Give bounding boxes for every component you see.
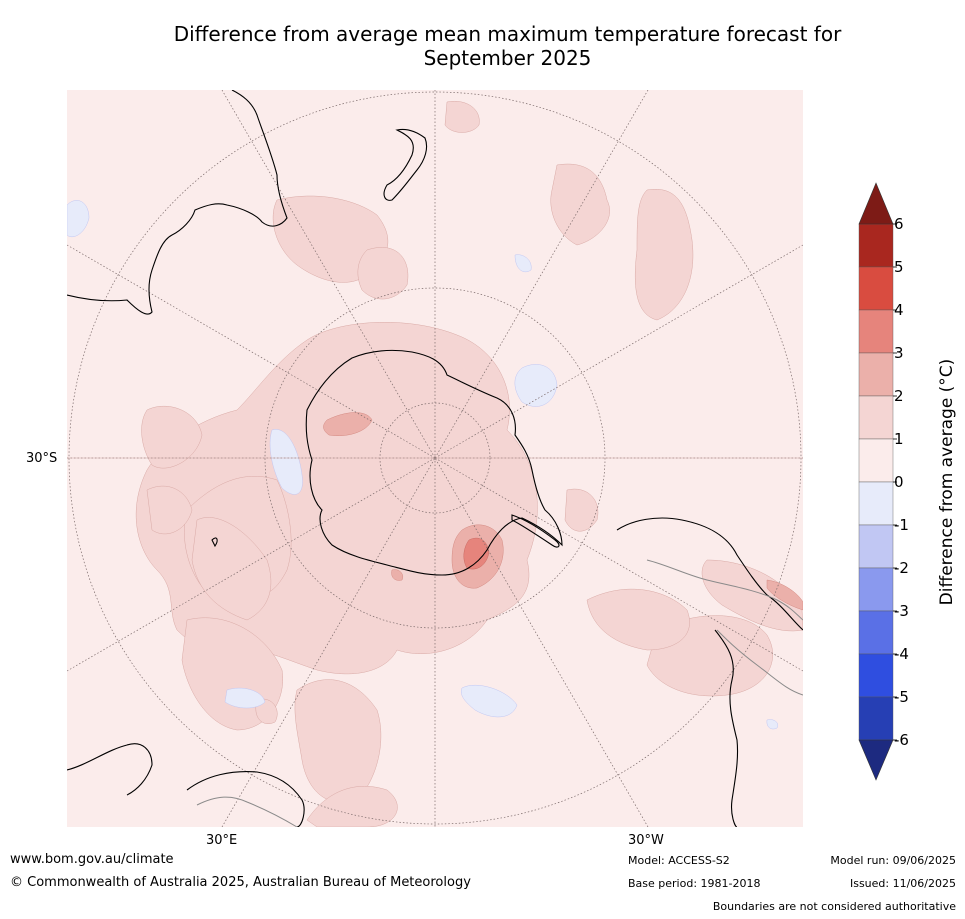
antarctica-coastline bbox=[305, 349, 563, 576]
colorbar-bottom-arrow bbox=[858, 739, 894, 781]
colorbar-tick-label: -1 bbox=[894, 516, 909, 534]
colorbar-segment bbox=[858, 266, 894, 311]
colorbar-tick-label: 0 bbox=[894, 473, 904, 491]
colorbar-tick-label: -5 bbox=[894, 688, 909, 706]
footer-disclaimer: Boundaries are not considered authoritat… bbox=[712, 900, 956, 913]
colorbar-segment bbox=[858, 352, 894, 397]
lon-label-30w: 30°W bbox=[628, 833, 664, 848]
title-line-2: September 2025 bbox=[423, 46, 592, 70]
colorbar-tick-label: -3 bbox=[894, 602, 909, 620]
colorbar-tick-label: -2 bbox=[894, 559, 909, 577]
colorbar-tick-label: 2 bbox=[894, 387, 904, 405]
footer-model: Model: ACCESS-S2 bbox=[628, 854, 730, 867]
colorbar-segment bbox=[858, 610, 894, 655]
colorbar-segment bbox=[858, 481, 894, 526]
colorbar-segments bbox=[858, 223, 894, 741]
footer-base-period: Base period: 1981-2018 bbox=[628, 877, 761, 890]
anomaly-3-to-4-regions bbox=[463, 537, 490, 570]
colorbar-tick-label: 1 bbox=[894, 430, 904, 448]
madagascar-coastline bbox=[211, 537, 218, 548]
chart-title: Difference from average mean maximum tem… bbox=[0, 22, 965, 70]
colorbar-segment bbox=[858, 567, 894, 612]
colorbar-tick-label: 6 bbox=[894, 215, 904, 233]
colorbar-tick-label: -6 bbox=[894, 731, 909, 749]
footer-website: www.bom.gov.au/climate bbox=[10, 852, 174, 867]
australia-coastline bbox=[67, 743, 305, 827]
colorbar-segment bbox=[858, 395, 894, 440]
colorbar-ticks: 6 5 4 3 2 1 0 -1 -2 -3 -4 -5 -6 bbox=[893, 215, 909, 749]
colorbar-tick-label: -4 bbox=[894, 645, 909, 663]
colorbar-segment bbox=[858, 223, 894, 268]
anomaly-0-to-minus-1-regions bbox=[67, 200, 778, 730]
coastlines bbox=[67, 90, 803, 827]
colorbar-segment bbox=[858, 653, 894, 698]
country-borders bbox=[196, 559, 803, 827]
anomaly-1-to-2-regions bbox=[135, 100, 803, 827]
footer-copyright: © Commonwealth of Australia 2025, Austra… bbox=[10, 875, 471, 890]
colorbar: 6 5 4 3 2 1 0 -1 -2 -3 -4 -5 -6 Difference from aver… bbox=[858, 182, 957, 781]
polar-map bbox=[67, 90, 803, 827]
colorbar-segment bbox=[858, 696, 894, 741]
lon-label-30e: 30°E bbox=[206, 833, 238, 848]
colorbar-segment bbox=[858, 309, 894, 354]
colorbar-segment bbox=[858, 524, 894, 569]
colorbar-segment bbox=[858, 438, 894, 483]
south-america-coastline bbox=[616, 517, 803, 827]
footer-model-run: Model run: 09/06/2025 bbox=[830, 854, 956, 867]
new-zealand-coastline bbox=[383, 128, 428, 201]
antarctic-peninsula bbox=[511, 514, 560, 548]
colorbar-label: Difference from average (°C) bbox=[937, 359, 957, 606]
title-line-1: Difference from average mean maximum tem… bbox=[173, 22, 842, 46]
footer-issued: Issued: 11/06/2025 bbox=[849, 877, 956, 890]
colorbar-tick-label: 3 bbox=[894, 344, 904, 362]
lat-label-30s: 30°S bbox=[26, 451, 58, 466]
colorbar-tick-label: 4 bbox=[894, 301, 904, 319]
colorbar-top-arrow bbox=[858, 182, 894, 225]
colorbar-tick-label: 5 bbox=[894, 258, 904, 276]
africa-coastline bbox=[67, 90, 288, 315]
